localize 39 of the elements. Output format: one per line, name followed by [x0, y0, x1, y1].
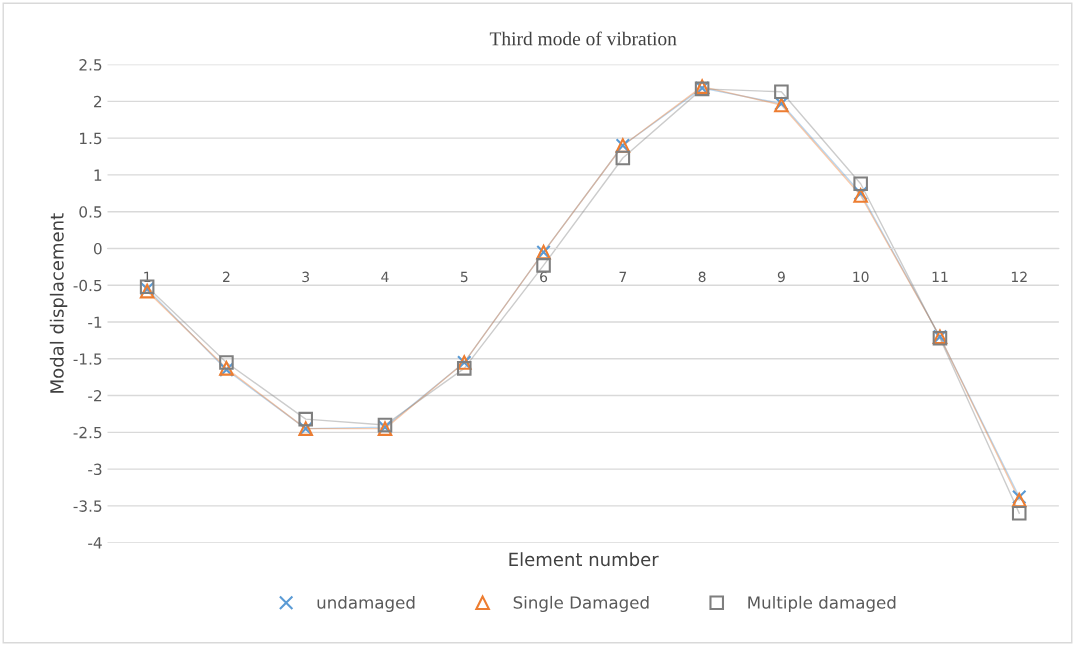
x-tick-label: 9 — [777, 271, 785, 283]
x-tick-label: 8 — [698, 271, 706, 283]
y-tick-label: 0.5 — [79, 206, 102, 218]
point — [456, 361, 472, 376]
y-tick-label: 0 — [93, 242, 102, 255]
y-tick-label: -2.5 — [73, 426, 102, 439]
legend-label: undamaged — [317, 595, 415, 613]
x-tick-label: 12 — [1011, 271, 1027, 282]
point — [853, 176, 868, 192]
point — [536, 258, 551, 273]
y-tick-label: 1.5 — [80, 132, 102, 145]
x-tick-label: 6 — [540, 271, 548, 283]
x-tick-label: 7 — [619, 271, 627, 282]
y-tick-label: 2.5 — [79, 59, 102, 71]
point — [1011, 505, 1027, 521]
y-tick-label: -4 — [88, 537, 102, 549]
x-tick-label: 11 — [932, 271, 948, 282]
x-tick-label: 10 — [853, 271, 869, 283]
y-tick-label: -3.5 — [73, 500, 102, 512]
point — [615, 150, 631, 166]
y-tick-label: 2 — [94, 95, 102, 108]
x-tick-label: 5 — [460, 271, 468, 283]
point — [298, 411, 313, 427]
y-tick-label: -1.5 — [73, 353, 102, 365]
point — [774, 84, 789, 100]
legend-label: Single Damaged — [513, 595, 649, 613]
y-tick-label: -3 — [88, 463, 102, 476]
point — [219, 355, 234, 370]
y-tick-label: -2 — [88, 390, 102, 402]
chart-title: Third mode of vibration — [489, 31, 677, 46]
x-tick-label: 3 — [302, 271, 310, 283]
x-tick-label: 2 — [223, 271, 230, 282]
y-tick-label: -1 — [88, 316, 102, 328]
legend-label: Multiple damaged — [748, 595, 896, 613]
x-tick-label: 4 — [381, 271, 389, 282]
y-axis-title: Modal displacement — [49, 213, 68, 393]
y-tick-label: -0.5 — [73, 279, 102, 292]
x-axis-title: Element number — [509, 552, 659, 567]
y-tick-label: 1 — [94, 169, 102, 181]
